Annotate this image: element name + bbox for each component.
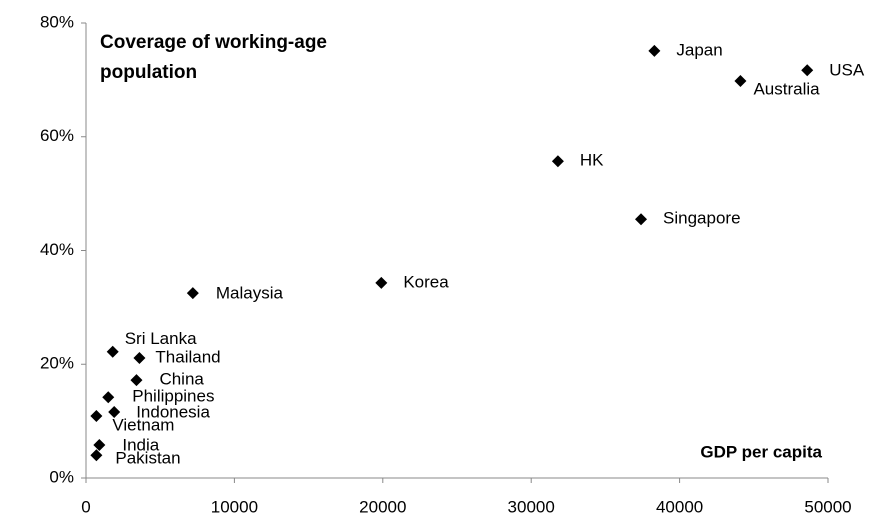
- point-label: Korea: [403, 272, 449, 291]
- point-label: China: [159, 370, 204, 389]
- point-label: Thailand: [155, 347, 220, 366]
- point-label: India: [122, 435, 159, 454]
- point-label: Indonesia: [136, 403, 210, 422]
- point-label: Japan: [676, 40, 722, 59]
- y-tick-label: 40%: [40, 240, 74, 259]
- x-axis-title: GDP per capita: [700, 442, 822, 461]
- point: [801, 64, 814, 77]
- point: [133, 351, 146, 364]
- point-label: Pakistan: [115, 449, 180, 468]
- point: [186, 287, 199, 300]
- point-label: Malaysia: [216, 284, 284, 303]
- point-label: Australia: [753, 79, 820, 98]
- point-label: Philippines: [132, 387, 214, 406]
- point: [102, 391, 115, 404]
- y-tick-label: 60%: [40, 126, 74, 145]
- point: [635, 213, 648, 226]
- point: [648, 44, 661, 57]
- point-label: Vietnam: [112, 415, 174, 434]
- point: [108, 406, 121, 419]
- x-tick-label: 20000: [359, 497, 406, 516]
- point-label: Singapore: [663, 209, 741, 228]
- point: [90, 410, 103, 423]
- point: [375, 276, 388, 289]
- y-tick-label: 20%: [40, 354, 74, 373]
- point: [90, 449, 103, 462]
- x-tick-label: 40000: [656, 497, 703, 516]
- chart-title: Coverage of working-age population: [100, 32, 327, 83]
- point-label: USA: [829, 61, 865, 80]
- point-label: Sri Lanka: [125, 329, 197, 348]
- x-tick-label: 50000: [804, 497, 851, 516]
- x-tick-label: 0: [81, 497, 90, 516]
- point-label: HK: [580, 151, 604, 170]
- y-tick-label: 0%: [49, 467, 74, 486]
- point: [130, 374, 143, 387]
- x-tick-label: 10000: [211, 497, 258, 516]
- point: [93, 439, 106, 452]
- point: [734, 75, 747, 88]
- point: [551, 155, 564, 168]
- point: [106, 345, 119, 358]
- y-tick-label: 80%: [40, 12, 74, 31]
- x-tick-label: 30000: [508, 497, 555, 516]
